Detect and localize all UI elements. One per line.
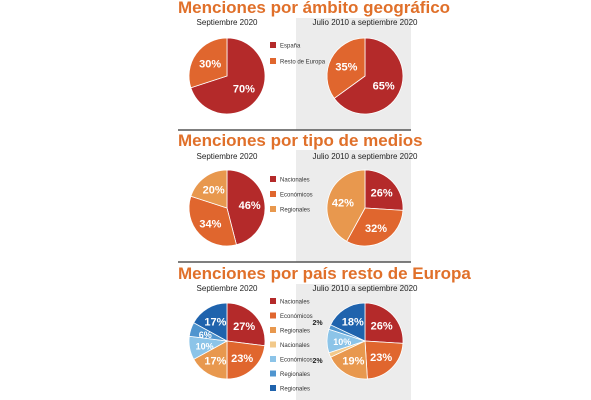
legend-swatch xyxy=(270,42,276,48)
pie-slice xyxy=(226,302,266,347)
legend-swatch xyxy=(270,298,276,304)
pie-slice xyxy=(326,37,366,99)
legend-swatch xyxy=(270,58,276,64)
legend-swatch xyxy=(270,356,276,362)
pie-slice xyxy=(190,169,228,209)
legend-swatch xyxy=(270,341,276,348)
section-title: Menciones por ámbito geográfico xyxy=(178,0,450,17)
pie-subtitle: Septiembre 2020 xyxy=(197,152,258,161)
pie-subtitle: Septiembre 2020 xyxy=(197,18,258,27)
slice-label: 30% xyxy=(199,59,221,71)
slice-label: 2% xyxy=(313,358,324,365)
pie-subtitle: Julio 2010 a septiembre 2020 xyxy=(313,152,419,161)
slice-label: 70% xyxy=(233,83,255,95)
slice-label: 65% xyxy=(373,81,395,93)
legend-label: Nacionales xyxy=(280,343,310,349)
legend-label: Resto de Europa xyxy=(280,60,326,66)
legend-label: España xyxy=(280,44,301,50)
legend-label: Nacionales xyxy=(280,300,310,306)
slice-label: 18% xyxy=(342,317,364,329)
legend-label: Nacionales xyxy=(280,178,310,184)
legend-swatch xyxy=(270,385,276,391)
slice-label: 19% xyxy=(342,356,364,368)
legend-label: Regionales xyxy=(280,387,310,393)
pie-subtitle: Julio 2010 a septiembre 2020 xyxy=(313,284,419,293)
pie-slice xyxy=(188,37,228,89)
slice-label: 34% xyxy=(199,219,221,231)
legend-label: Regionales xyxy=(280,372,310,378)
legend-label: Regionales xyxy=(280,329,310,335)
slice-label: 6% xyxy=(199,330,212,340)
slice-label: 23% xyxy=(370,352,392,364)
legend-label: Regionales xyxy=(280,208,310,214)
pie-slice xyxy=(364,340,404,380)
slice-label: 23% xyxy=(231,353,253,365)
slice-label: 26% xyxy=(371,187,393,199)
slice-label: 17% xyxy=(204,356,226,368)
legend-swatch xyxy=(270,327,276,333)
legend-swatch xyxy=(270,312,276,319)
slice-label: 10% xyxy=(333,337,351,347)
pie-slice xyxy=(188,195,237,247)
slice-label: 17% xyxy=(204,316,226,328)
pie-slice xyxy=(190,37,266,115)
slice-label: 46% xyxy=(239,200,261,212)
legend-swatch xyxy=(270,191,276,197)
slice-label: 20% xyxy=(203,185,225,197)
legend-label: Económicos xyxy=(280,358,313,364)
legend-label: Económicos xyxy=(280,314,313,320)
legend-swatch xyxy=(270,176,276,182)
pie-slice xyxy=(330,340,368,380)
pie-slice xyxy=(364,169,404,211)
slice-label: 42% xyxy=(332,197,354,209)
pie-slice xyxy=(333,37,404,115)
legend-swatch xyxy=(270,370,276,377)
slice-label: 2% xyxy=(313,320,324,327)
pie-slice xyxy=(326,169,366,242)
pie-subtitle: Septiembre 2020 xyxy=(197,284,258,293)
pie-slice xyxy=(330,302,366,342)
legend-label: Económicos xyxy=(280,193,313,199)
slice-label: 32% xyxy=(365,223,387,235)
section-title: Menciones por tipo de medios xyxy=(178,131,423,150)
pie-slice xyxy=(193,302,228,342)
slice-label: 35% xyxy=(335,62,357,74)
pie-slice xyxy=(226,169,266,246)
pie-subtitle: Julio 2010 a septiembre 2020 xyxy=(313,18,419,27)
pie-slice xyxy=(364,302,404,344)
legend-swatch xyxy=(270,206,276,212)
pie-slice xyxy=(226,340,266,380)
slice-label: 10% xyxy=(196,341,214,351)
slice-label: 26% xyxy=(371,320,393,332)
slice-label: 27% xyxy=(233,321,255,333)
pie-slice xyxy=(346,207,404,247)
section-title: Menciones por país resto de Europa xyxy=(178,264,471,283)
